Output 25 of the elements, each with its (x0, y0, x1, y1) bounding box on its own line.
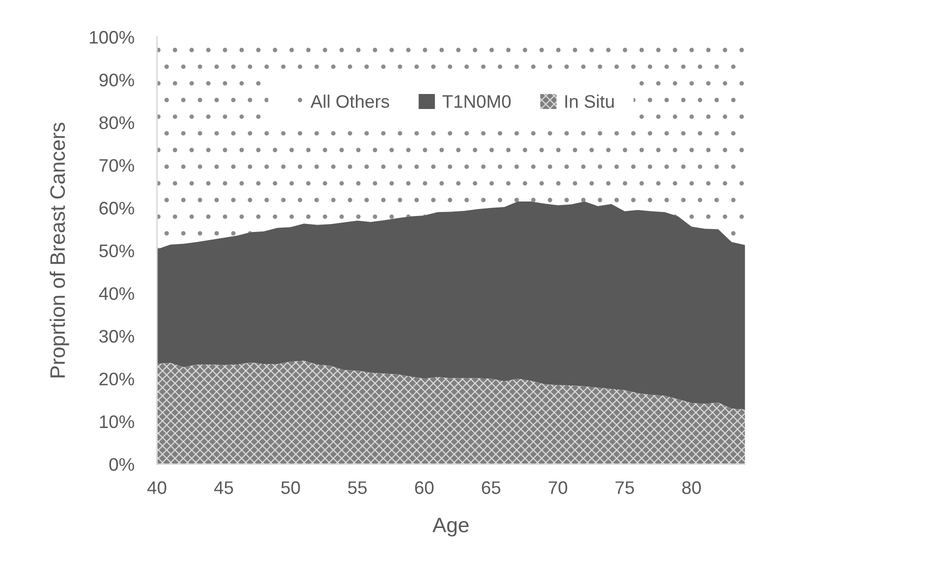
x-tick-label: 65 (482, 481, 500, 494)
x-tick-label: 45 (214, 481, 234, 494)
legend-label: T1N0M0 (442, 95, 511, 108)
legend-label: In Situ (565, 94, 614, 108)
y-tick-label: 50% (99, 244, 134, 258)
x-axis-title: Age (432, 518, 469, 536)
y-tick-label: 0% (109, 458, 134, 471)
x-tick-label: 75 (616, 481, 634, 494)
y-tick-label: 40% (99, 287, 134, 300)
x-tick-label: 40 (147, 481, 166, 494)
y-tick-label: 70% (100, 159, 134, 172)
x-tick-label: 55 (348, 481, 367, 494)
legend-label: All Others (310, 94, 390, 108)
x-tick-label: 50 (281, 481, 300, 494)
y-tick-label: 80% (99, 116, 134, 130)
y-tick-label: 20% (100, 372, 134, 386)
y-tick-label: 30% (99, 330, 134, 343)
x-tick-label: 70 (548, 481, 568, 494)
x-tick-label: 60 (415, 481, 434, 494)
y-tick-label: 60% (100, 202, 134, 215)
y-tick-label: 90% (99, 74, 134, 86)
y-tick-label: 10% (100, 415, 134, 428)
y-tick-label: 100% (90, 30, 134, 44)
y-axis-title: Proprtion of Breast Cancers (50, 122, 70, 378)
x-tick-label: 80 (682, 481, 701, 494)
